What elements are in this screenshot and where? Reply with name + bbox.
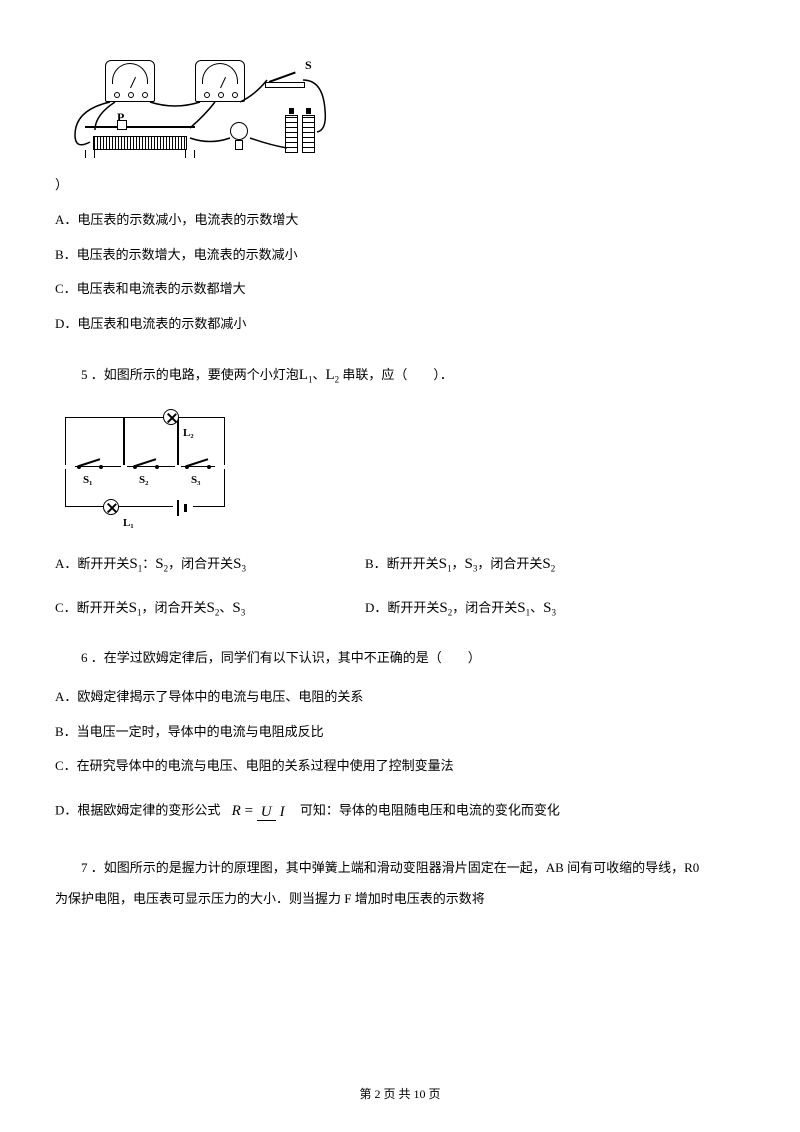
q6-option-c: C．在研究导体中的电流与电压、电阻的关系过程中使用了控制变量法 bbox=[55, 756, 745, 777]
q5-text2: 串联，应（ ）． bbox=[339, 367, 453, 382]
q4-option-c: C．电压表和电流表的示数都增大 bbox=[55, 279, 745, 300]
q4-option-a: A．电压表的示数减小，电流表的示数增大 bbox=[55, 210, 745, 231]
q7-question: 7 ．如图所示的是握力计的原理图，其中弹簧上端和滑动变阻器滑片固定在一起，AB … bbox=[55, 852, 745, 914]
q5-option-a: A．断开开关S1：S2，闭合开关S3 bbox=[55, 552, 365, 576]
q7-line2: 为保护电阻，电压表可显示压力的大小．则当握力 F 增加时电压表的示数将 bbox=[55, 883, 745, 914]
q4-closing-paren: ） bbox=[55, 175, 68, 196]
q6-option-a: A．欧姆定律揭示了导体中的电流与电压、电阻的关系 bbox=[55, 687, 745, 708]
q5-l2: L bbox=[325, 367, 334, 383]
q5-option-d: D．断开开关S2，闭合开关S1、S3 bbox=[365, 596, 675, 620]
page-total: 10 bbox=[414, 1087, 426, 1101]
q5-circuit-diagram: L₂ L₁ S₁ S₂ S₃ bbox=[55, 407, 240, 527]
q6-option-b: B．当电压一定时，导体中的电流与电阻成反比 bbox=[55, 722, 745, 743]
q5-option-c: C．断开开关S1，闭合开关S2、S3 bbox=[55, 596, 365, 620]
q4-circuit-diagram: S P bbox=[55, 60, 345, 160]
q7-num: 7 ． bbox=[81, 860, 104, 875]
q4-option-b: B．电压表的示数增大，电流表的示数减小 bbox=[55, 245, 745, 266]
q5-num: 5 ． bbox=[81, 367, 104, 382]
q5-sep: 、 bbox=[312, 367, 325, 382]
q5-options: A．断开开关S1：S2，闭合开关S3 B．断开开关S1，S3，闭合开关S2 C．… bbox=[55, 552, 745, 620]
q6-option-d: D．根据欧姆定律的变形公式 R = UI 可知：导体的电阻随电压和电流的变化而变… bbox=[55, 799, 745, 824]
q7-line1: 如图所示的是握力计的原理图，其中弹簧上端和滑动变阻器滑片固定在一起，AB 间有可… bbox=[104, 860, 699, 875]
page-footer: 第 2 页 共 10 页 bbox=[0, 1085, 800, 1104]
q6-question: 6 ．在学过欧姆定律后，同学们有以下认识，其中不正确的是（ ） bbox=[55, 648, 745, 669]
q5-question: 5 ．如图所示的电路，要使两个小灯泡L1、L2 串联，应（ ）． bbox=[55, 363, 745, 387]
q5-l1: L bbox=[299, 367, 308, 383]
formula-r-u-i: R = UI bbox=[232, 799, 289, 824]
q4-option-d: D．电压表和电流表的示数都减小 bbox=[55, 314, 745, 335]
q5-text1: 如图所示的电路，要使两个小灯泡 bbox=[104, 367, 299, 382]
q6-text: 在学过欧姆定律后，同学们有以下认识，其中不正确的是（ ） bbox=[104, 650, 481, 665]
q6-num: 6 ． bbox=[81, 650, 104, 665]
q5-option-b: B．断开开关S1，S3，闭合开关S2 bbox=[365, 552, 675, 576]
